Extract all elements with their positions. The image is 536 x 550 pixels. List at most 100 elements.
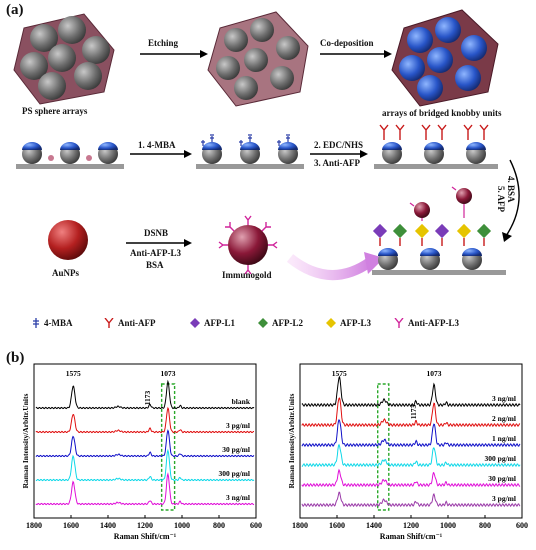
peak-label: 1575	[332, 369, 347, 378]
substrate-mba	[196, 134, 304, 169]
spectrum-30-pg-ml	[301, 468, 521, 488]
x-tick-label: 1600	[329, 521, 345, 530]
x-tick-label: 1000	[174, 521, 190, 530]
y-axis-label: Raman Intensity/Arbitr.Units	[287, 394, 296, 489]
x-tick-label: 1600	[63, 521, 79, 530]
raman-chart-left: 1800 1600 1400 1200 1000 800 600 Raman Shift/cm…	[21, 363, 262, 541]
arrow-dsnb	[126, 239, 192, 247]
arrow-codeposition	[320, 50, 392, 58]
arrow-mba	[130, 150, 192, 158]
series-label: 300 pg/ml	[485, 454, 516, 463]
legend-label: 4-MBA	[44, 318, 73, 328]
legend-item-mba: 4-MBA	[32, 318, 73, 328]
immunogold-particle	[218, 215, 278, 275]
arrow-edc	[310, 150, 368, 158]
legend-item-afp-l3: AFP-L3	[326, 318, 371, 328]
highlight-box	[160, 383, 176, 511]
series-label: 3 ng/ml	[226, 493, 250, 502]
series-label: 3 pg/ml	[226, 421, 250, 430]
spectrum-2-ng-ml	[301, 397, 521, 428]
curved-arrow-binding	[286, 252, 384, 280]
series-label: 30 pg/ml	[488, 474, 516, 483]
highlight-box	[376, 383, 390, 511]
x-tick-label: 800	[213, 521, 225, 530]
spectrum-30-pg-ml	[35, 429, 255, 458]
diamond-icon	[326, 318, 336, 328]
peak-label: 1575	[66, 369, 81, 378]
step-dsnb: DSNB	[144, 228, 169, 238]
ps-sphere-array	[13, 13, 115, 105]
mba-icon	[33, 318, 39, 328]
panel-a-label: (a)	[6, 2, 24, 18]
panel-b-label: (b)	[6, 350, 25, 366]
x-tick-label: 600	[250, 521, 262, 530]
caption-immunogold: Immunogold	[222, 270, 272, 280]
step-mba: 1. 4-MBA	[138, 140, 176, 150]
legend-label: AFP-L1	[204, 318, 235, 328]
legend-label: AFP-L2	[272, 318, 303, 328]
caption-ps-sphere: PS sphere arrays	[22, 106, 88, 116]
peak-label: 1173	[409, 404, 418, 419]
etched-sphere-array	[207, 11, 309, 107]
caption-aunps: AuNPs	[52, 268, 80, 278]
plot-frame	[299, 363, 523, 519]
x-tick-label: 1400	[366, 521, 382, 530]
plot-frame	[33, 363, 257, 519]
series-label: 30 pg/ml	[222, 445, 250, 454]
peak-label: 1073	[426, 369, 441, 378]
legend-label: AFP-L3	[340, 318, 371, 328]
x-tick-label: 1200	[403, 521, 419, 530]
x-tick-label: 600	[516, 521, 528, 530]
spectrum-3-ng-ml	[301, 375, 521, 408]
legend-label: Anti-AFP-L3	[408, 318, 459, 328]
spectrum-1-ng-ml	[301, 418, 521, 448]
series-label: 300 pg/ml	[219, 469, 250, 478]
diamond-icon	[258, 318, 268, 328]
peak-label: 1173	[143, 390, 152, 405]
legend-item-anti-afp-l3: Anti-AFP-L3	[394, 318, 459, 328]
series-label: 2 ng/ml	[492, 414, 516, 423]
peak-label: 1073	[160, 369, 175, 378]
step-edc: 2. EDC/NHS	[314, 140, 364, 150]
antibody-icon	[394, 318, 404, 328]
series-label: 3 pg/ml	[492, 494, 516, 503]
spectrum-3-pg-ml	[301, 491, 521, 508]
step-etching: Etching	[148, 38, 179, 48]
step-bsa2: BSA	[146, 260, 164, 270]
y-axis-label: Raman Intensity/Arbitr.Units	[21, 394, 30, 489]
diamond-icon	[190, 318, 200, 328]
legend-label: Anti-AFP	[118, 318, 156, 328]
series-label: 3 ng/ml	[492, 394, 516, 403]
spectrum-blank	[35, 379, 255, 410]
legend-item-afp-l1: AFP-L1	[190, 318, 235, 328]
aunp-particle	[48, 220, 88, 260]
spectrum-300-pg-ml	[35, 448, 255, 482]
x-tick-label: 1800	[26, 521, 42, 530]
step-afp: 5. AFP	[496, 186, 506, 212]
step-antiafpl3: Anti-AFP-L3	[130, 248, 181, 258]
substrate-bare	[16, 142, 124, 169]
x-tick-label: 1000	[440, 521, 456, 530]
legend: 4-MBA Anti-AFP AFP-L1 AFP-L2 AFP-L3 Anti…	[22, 318, 522, 334]
substrate-antibody	[374, 124, 498, 169]
arrow-etching	[140, 50, 208, 58]
antibody-icon	[104, 318, 114, 328]
sandwich-immunocomplex	[372, 186, 506, 275]
spectrum-3-pg-ml	[35, 406, 254, 434]
x-tick-label: 800	[479, 521, 491, 530]
x-tick-label: 1200	[137, 521, 153, 530]
series-label: 1 ng/ml	[492, 434, 516, 443]
knobby-unit-array	[391, 9, 499, 107]
arrow-bsa-afp	[502, 159, 520, 242]
spectrum-300-pg-ml	[301, 443, 521, 468]
caption-knobby-units: arrays of bridged knobby units	[382, 108, 502, 118]
spectrum-3-ng-ml	[35, 472, 255, 506]
step-bsa: 4. BSA	[506, 176, 516, 203]
x-axis-label: Raman Shift/cm⁻¹	[114, 532, 177, 541]
legend-item-afp-l2: AFP-L2	[258, 318, 303, 328]
fabrication-scheme	[13, 9, 520, 280]
step-codeposition: Co-deposition	[320, 38, 374, 48]
legend-item-anti-afp: Anti-AFP	[104, 318, 156, 328]
raman-chart-right: 1800 1600 1400 1200 1000 800 600 Raman Shift/cm…	[287, 363, 528, 541]
x-tick-label: 1400	[100, 521, 116, 530]
